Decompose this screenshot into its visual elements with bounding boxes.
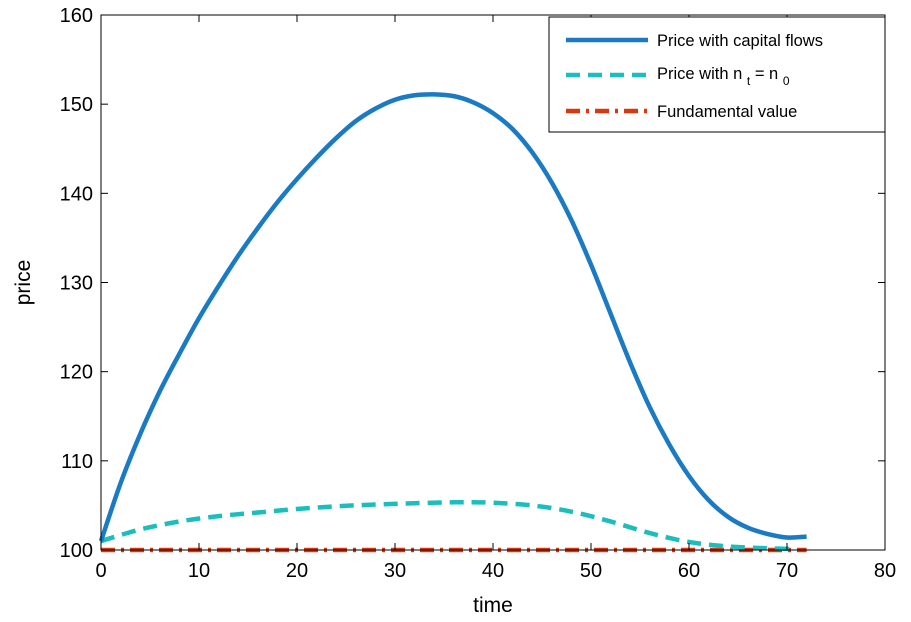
x-tick-label: 30 [384, 560, 406, 582]
x-axis-label: time [473, 594, 513, 617]
legend-label-capital-flows: Price with capital flows [657, 32, 823, 50]
x-tick-label: 10 [188, 560, 210, 582]
y-tick-label: 130 [60, 273, 93, 295]
legend-label-constant-n-sub-0: 0 [783, 74, 790, 88]
x-tick-label: 0 [95, 560, 106, 582]
x-tick-label: 80 [874, 560, 896, 582]
series-line-constant-n [100, 499, 797, 552]
y-tick-label: 120 [60, 362, 93, 384]
y-tick-label: 100 [60, 540, 93, 562]
legend-label-constant-n-sub-t: t [747, 74, 751, 88]
legend: Price with capital flows Price with n t … [548, 16, 886, 133]
y-tick-label: 110 [61, 451, 93, 473]
y-tick-label: 160 [60, 5, 93, 27]
legend-label-constant-n-mid: = n [755, 65, 778, 83]
x-tick-label: 20 [286, 560, 308, 582]
tick-layer: 0 10 20 30 40 50 60 70 80 100 110 120 130 140 150 160 [60, 5, 897, 582]
legend-label-fundamental: Fundamental value [657, 103, 797, 121]
y-tick-label: 140 [60, 183, 93, 205]
legend-label-constant-n-main: Price with n [657, 65, 742, 83]
legend-label-constant-n: Price with n t = n 0 [657, 65, 790, 89]
y-axis-label: price [12, 260, 35, 306]
series-line-capital-flows [98, 92, 807, 542]
x-tick-label: 60 [678, 560, 700, 582]
x-tick-label: 70 [776, 560, 798, 582]
x-tick-label: 40 [482, 560, 504, 582]
y-tick-label: 150 [60, 94, 93, 116]
x-tick-label: 50 [580, 560, 602, 582]
